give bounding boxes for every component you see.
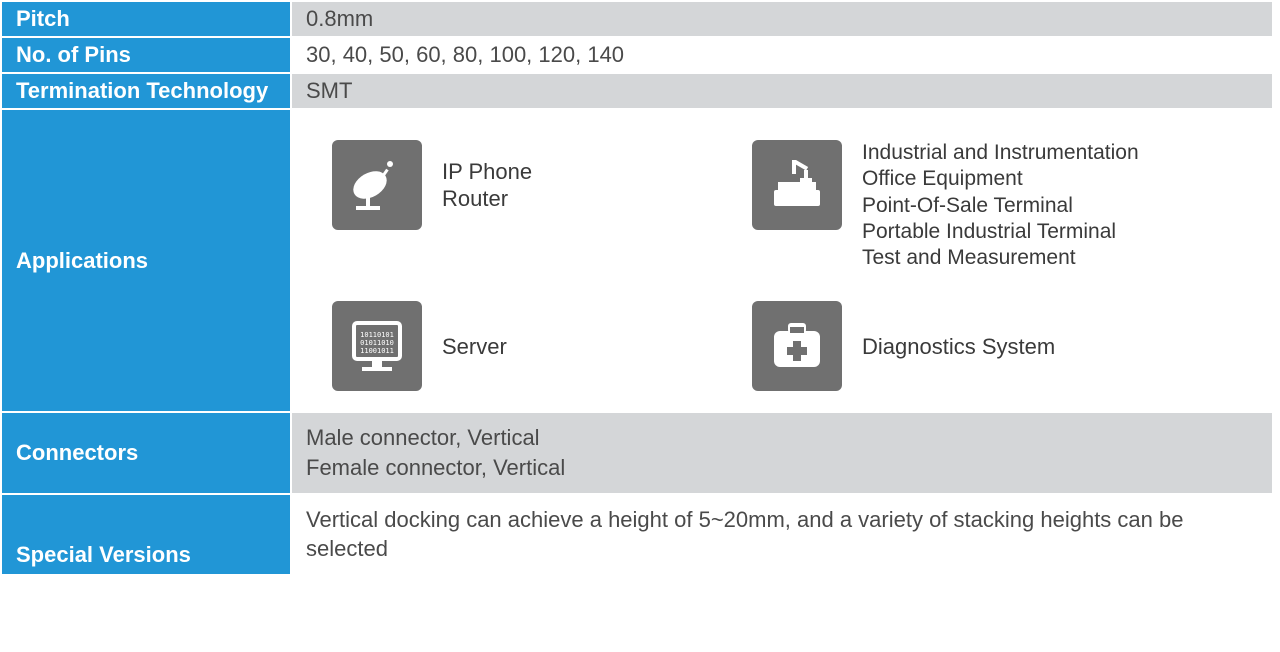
row-connectors: Connectors Male connector, Vertical Fema… [1, 412, 1273, 493]
row-pitch: Pitch 0.8mm [1, 1, 1273, 37]
app-text-industrial: Industrial and Instrumentation Office Eq… [862, 140, 1139, 271]
ipphone-line1: IP Phone [442, 158, 532, 186]
row-special: Special Versions Vertical docking can ac… [1, 494, 1273, 575]
app-item-industrial: Industrial and Instrumentation Office Eq… [752, 140, 1252, 271]
label-pitch: Pitch [1, 1, 291, 37]
value-applications: IP Phone Router [291, 109, 1273, 412]
svg-text:11001011: 11001011 [360, 347, 394, 355]
label-termination: Termination Technology [1, 73, 291, 109]
ipphone-line2: Router [442, 185, 532, 213]
spec-table: Pitch 0.8mm No. of Pins 30, 40, 50, 60, … [0, 0, 1274, 576]
row-termination: Termination Technology SMT [1, 73, 1273, 109]
app-item-server: 10110101 01011010 11001011 Server [332, 301, 712, 391]
value-connectors: Male connector, Vertical Female connecto… [291, 412, 1273, 493]
row-applications: Applications [1, 109, 1273, 412]
industrial-line3: Point-Of-Sale Terminal [862, 193, 1139, 219]
applications-grid: IP Phone Router [332, 140, 1252, 391]
svg-text:01011010: 01011010 [360, 339, 394, 347]
label-connectors: Connectors [1, 412, 291, 493]
label-pins: No. of Pins [1, 37, 291, 73]
industrial-line5: Test and Measurement [862, 245, 1139, 271]
value-special: Vertical docking can achieve a height of… [291, 494, 1273, 575]
server-monitor-icon: 10110101 01011010 11001011 [332, 301, 422, 391]
row-pins: No. of Pins 30, 40, 50, 60, 80, 100, 120… [1, 37, 1273, 73]
label-applications: Applications [1, 109, 291, 412]
connectors-line1: Male connector, Vertical [306, 423, 1258, 453]
connectors-line2: Female connector, Vertical [306, 453, 1258, 483]
satellite-dish-icon [332, 140, 422, 230]
app-item-diagnostics: Diagnostics System [752, 301, 1252, 391]
industrial-machine-icon [752, 140, 842, 230]
industrial-line4: Portable Industrial Terminal [862, 219, 1139, 245]
app-text-server: Server [442, 333, 507, 361]
medical-kit-icon [752, 301, 842, 391]
app-item-ipphone: IP Phone Router [332, 140, 712, 230]
label-special: Special Versions [1, 494, 291, 575]
industrial-line2: Office Equipment [862, 166, 1139, 192]
app-text-ipphone: IP Phone Router [442, 158, 532, 213]
app-text-diagnostics: Diagnostics System [862, 333, 1055, 361]
value-pins: 30, 40, 50, 60, 80, 100, 120, 140 [291, 37, 1273, 73]
industrial-line1: Industrial and Instrumentation [862, 140, 1139, 166]
svg-text:10110101: 10110101 [360, 331, 394, 339]
value-pitch: 0.8mm [291, 1, 1273, 37]
value-termination: SMT [291, 73, 1273, 109]
